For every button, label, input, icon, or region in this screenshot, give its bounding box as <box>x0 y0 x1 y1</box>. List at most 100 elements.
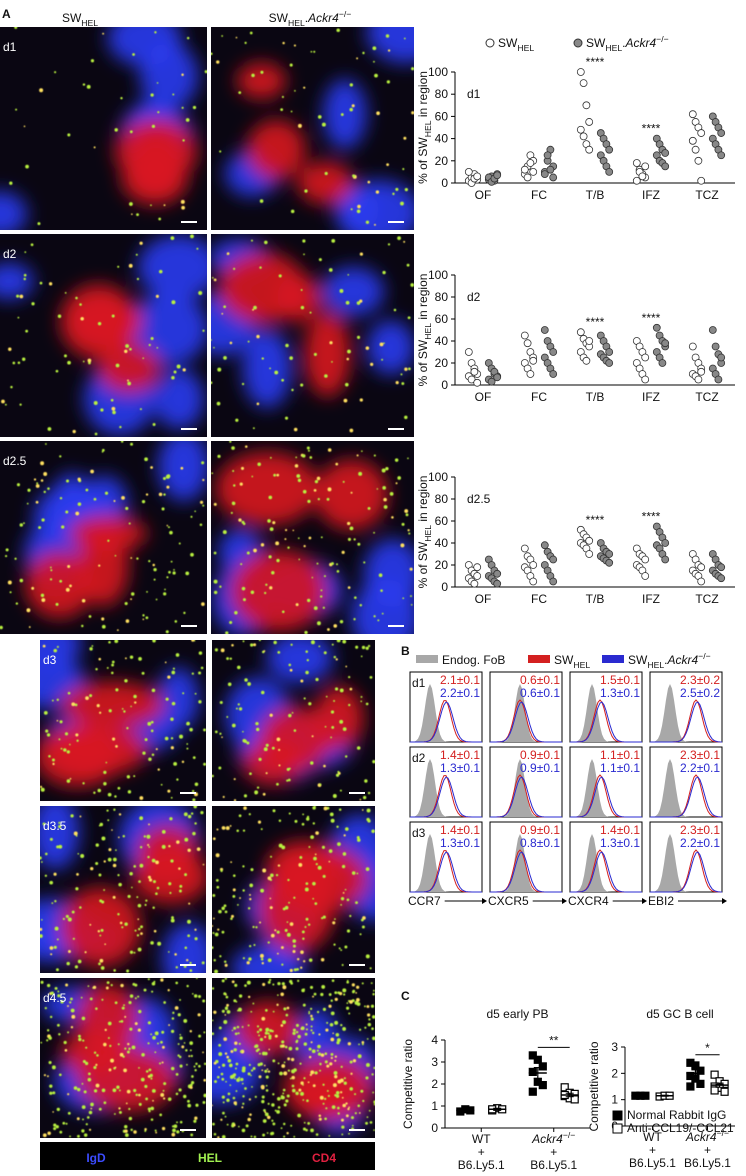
speckle <box>402 597 405 600</box>
speckle <box>330 1052 334 1056</box>
speckle <box>229 1084 232 1087</box>
speckle <box>247 1117 251 1122</box>
speckle <box>197 1013 201 1017</box>
speckle <box>163 1082 167 1086</box>
speckle <box>358 1043 360 1046</box>
speckle <box>288 767 291 770</box>
speckle <box>248 813 251 816</box>
speckle <box>219 150 222 153</box>
speckle <box>117 913 120 916</box>
speckle <box>150 720 154 724</box>
speckle <box>108 641 111 644</box>
speckle <box>356 836 360 839</box>
speckle <box>104 491 109 495</box>
speckle <box>295 1039 299 1042</box>
speckle <box>226 1055 230 1059</box>
speckle <box>290 643 293 646</box>
speckle <box>262 868 267 873</box>
speckle <box>372 1091 375 1094</box>
speckle <box>342 852 347 856</box>
speckle <box>63 354 67 358</box>
speckle <box>99 711 102 714</box>
speckle <box>380 589 383 592</box>
speckle <box>216 60 220 64</box>
speckle <box>289 668 293 672</box>
speckle <box>345 300 350 305</box>
micrograph-content <box>0 234 207 437</box>
y-axis-label: % of SWHEL in region <box>416 476 433 589</box>
speckle <box>293 1135 296 1138</box>
speckle <box>255 721 259 726</box>
legend-label: SWHEL <box>554 653 590 670</box>
speckle <box>122 1055 125 1058</box>
speckle <box>265 583 268 586</box>
data-point <box>694 156 703 165</box>
speckle <box>78 1037 82 1042</box>
speckle <box>194 782 199 787</box>
speckle <box>253 1135 257 1138</box>
speckle <box>242 730 244 733</box>
speckle <box>70 1026 74 1029</box>
speckle <box>306 1099 309 1103</box>
speckle <box>247 995 251 999</box>
histogram-curve <box>490 776 562 818</box>
speckle <box>307 1081 310 1084</box>
speckle <box>349 914 352 918</box>
chart-title: d5 GC B cell <box>646 1007 713 1021</box>
speckle <box>280 108 284 112</box>
speckle <box>112 895 116 899</box>
speckle <box>303 544 306 548</box>
speckle <box>300 288 303 291</box>
data-point <box>697 577 706 586</box>
speckle <box>232 1073 237 1077</box>
speckle <box>150 466 153 469</box>
speckle <box>235 707 238 710</box>
speckle <box>340 113 344 116</box>
speckle <box>53 1127 57 1131</box>
speckle <box>79 906 82 909</box>
speckle <box>397 476 401 480</box>
speckle <box>107 1021 112 1026</box>
speckle <box>248 1098 252 1101</box>
speckle <box>321 122 326 127</box>
speckle <box>271 746 275 750</box>
speckle <box>300 679 304 683</box>
speckle <box>313 992 317 996</box>
speckle <box>235 36 238 39</box>
speckle <box>150 204 152 207</box>
speckle <box>14 27 18 29</box>
speckle <box>158 217 162 221</box>
micrograph-content <box>212 640 375 801</box>
speckle <box>230 861 233 864</box>
speckle <box>174 1006 179 1010</box>
speckle <box>272 1093 275 1096</box>
speckle <box>171 375 175 380</box>
speckle <box>56 1023 60 1027</box>
speckle <box>44 874 48 877</box>
chart-title: d2 <box>467 290 481 304</box>
speckle <box>310 835 314 839</box>
speckle <box>263 747 268 752</box>
speckle <box>78 1034 81 1038</box>
speckle <box>16 294 20 298</box>
speckle <box>138 880 141 883</box>
speckle <box>225 1080 227 1083</box>
speckle <box>214 969 219 973</box>
speckle <box>336 825 339 828</box>
speckle <box>283 1061 286 1064</box>
speckle <box>238 1076 241 1079</box>
speckle <box>375 190 380 194</box>
text-part: SW <box>62 11 82 25</box>
speckle <box>25 164 29 169</box>
speckle <box>93 401 98 405</box>
speckle <box>59 720 63 724</box>
speckle <box>325 695 328 698</box>
speckle <box>217 1136 220 1138</box>
speckle <box>55 1125 59 1129</box>
speckle <box>117 836 120 839</box>
speckle <box>129 347 132 351</box>
speckle <box>349 687 353 691</box>
speckle <box>223 1037 228 1041</box>
speckle <box>81 1082 84 1085</box>
